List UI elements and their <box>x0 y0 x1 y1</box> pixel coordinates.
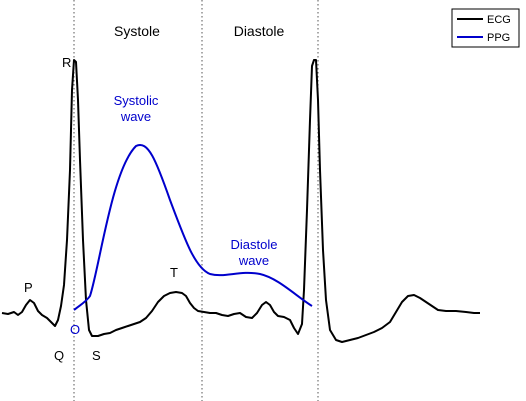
legend-label-ppg: PPG <box>487 32 510 44</box>
legend-label-ecg: ECG <box>487 14 511 26</box>
ecg-label-s: S <box>92 348 101 363</box>
legend-box <box>451 8 520 48</box>
systolic-wave-label-line2: wave <box>120 109 151 124</box>
ecg-trace <box>1 59 480 343</box>
ecg-label-q: Q <box>54 348 64 363</box>
ppg-label-onset: O <box>70 322 80 337</box>
ecg-label-t: T <box>170 265 178 280</box>
systolic-wave-label-line1: Systolic <box>114 93 159 108</box>
phase-label-diastole: Diastole <box>234 23 285 39</box>
ecg-label-p: P <box>24 280 33 295</box>
ppg-trace <box>73 143 313 311</box>
diastole-wave-label-line2: wave <box>238 253 269 268</box>
diastole-wave-label-line1: Diastole <box>231 237 278 252</box>
ecg-label-r: R <box>62 55 71 70</box>
legend: ECG PPG <box>451 8 520 48</box>
phase-label-systole: Systole <box>114 23 160 39</box>
